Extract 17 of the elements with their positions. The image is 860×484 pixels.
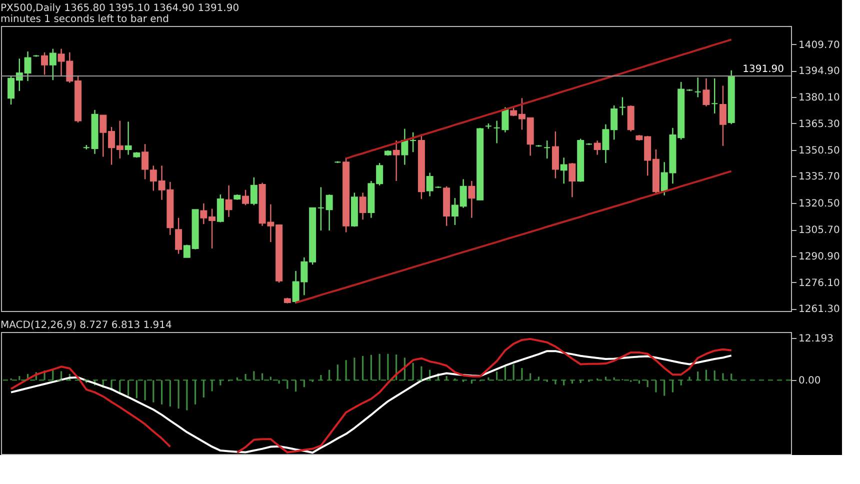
y-tick-label: 0.00 [798, 376, 821, 387]
chart-title: MACD(12,26,9) 8.727 6.813 1.914 [0, 320, 172, 331]
chart-title: PX500,Daily 1365.80 1395.10 1364.90 1391.90 [0, 3, 240, 14]
y-tick-label: 1380.10 [798, 92, 840, 104]
y-tick-label: 1350.50 [798, 145, 840, 156]
y-tick-label: 1261.30 [798, 304, 840, 316]
y-tick-label: 1394.90 [798, 66, 840, 78]
y-tick-label: 1409.70 [798, 40, 840, 51]
y-tick-label: 1335.70 [798, 172, 840, 183]
y-tick-label: 1305.70 [798, 225, 840, 236]
y-tick-label: 1290.90 [798, 251, 840, 262]
y-tick-label: 1320.50 [798, 198, 840, 210]
y-tick-label: 1276.10 [798, 278, 840, 289]
chart-subtitle: minutes 1 seconds left to bar end [0, 14, 169, 25]
y-tick-label: 1365.30 [798, 118, 840, 130]
y-tick-label: 12.193 [798, 333, 834, 344]
ref-line-label: 1391.90 [742, 64, 784, 76]
